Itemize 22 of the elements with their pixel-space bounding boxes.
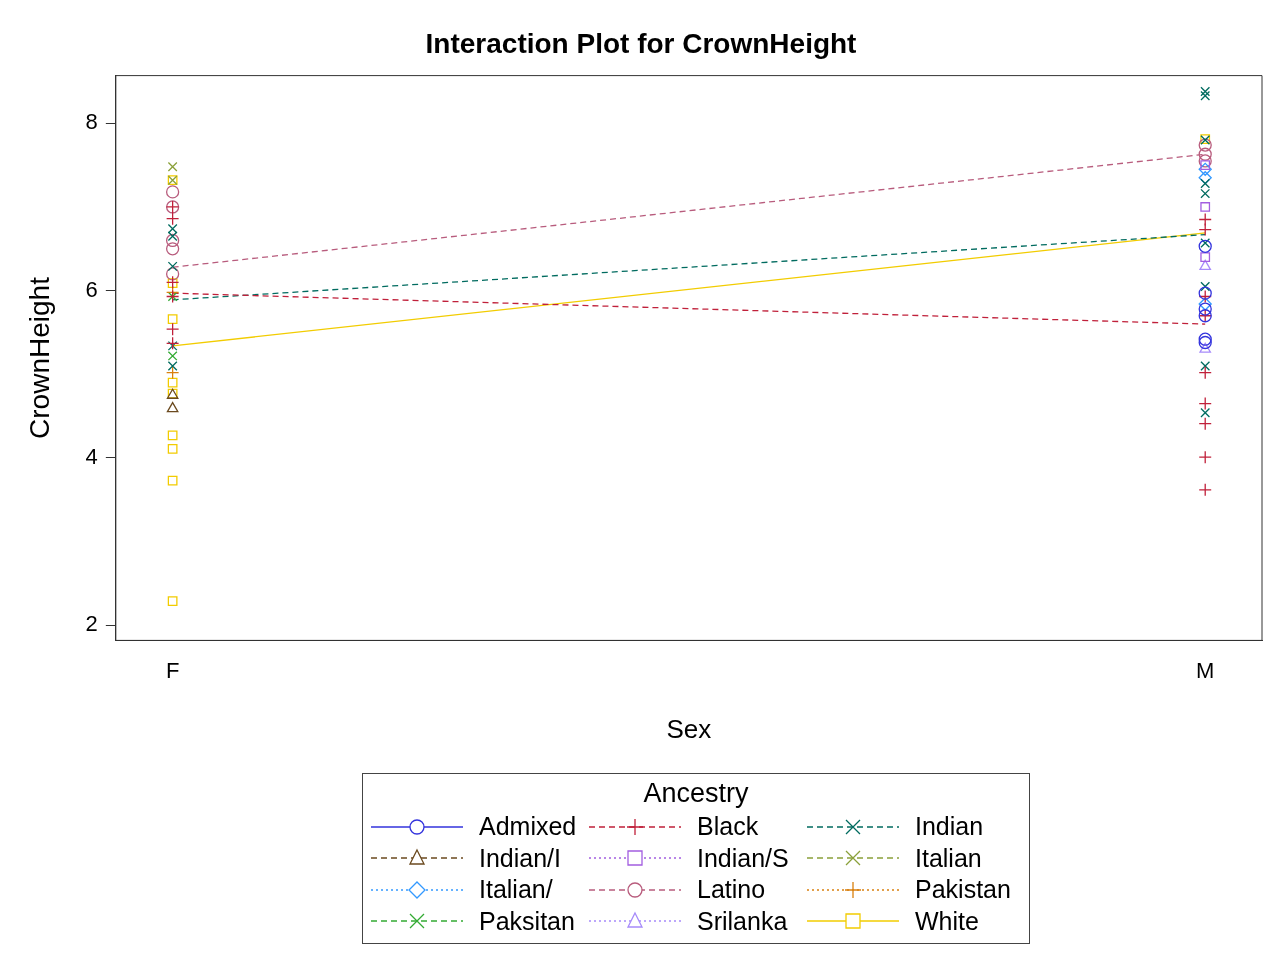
legend-label: Indian/I bbox=[479, 843, 562, 873]
y-tick-label: 2 bbox=[85, 611, 98, 637]
legend-label: Admixed bbox=[479, 812, 577, 842]
x-tick-label: F bbox=[165, 657, 180, 683]
legend-label: Srilanka bbox=[697, 906, 788, 936]
y-axis-title: CrownHeight bbox=[23, 276, 55, 439]
legend-label: Black bbox=[697, 812, 759, 842]
y-tick-label: 6 bbox=[85, 276, 98, 302]
legend-label: Latino bbox=[697, 875, 766, 905]
legend-label: Pakistan bbox=[915, 875, 1011, 905]
legend-label: Italian/ bbox=[479, 875, 553, 905]
legend-label: Italian bbox=[915, 843, 982, 873]
x-axis-title: Sex bbox=[666, 713, 712, 744]
chart-title: Interaction Plot for CrownHeight bbox=[425, 27, 857, 59]
x-tick-label: M bbox=[1196, 657, 1215, 683]
legend-title: Ancestry bbox=[642, 778, 750, 809]
y-tick-label: 8 bbox=[85, 109, 98, 135]
y-tick-label: 4 bbox=[85, 444, 98, 470]
legend-label: Paksitan bbox=[479, 906, 575, 936]
legend-label: Indian/S bbox=[697, 843, 789, 873]
legend-label: Indian bbox=[915, 812, 984, 842]
legend-label: White bbox=[915, 906, 979, 936]
